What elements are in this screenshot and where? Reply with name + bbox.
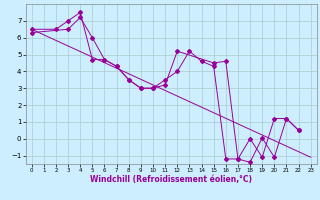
X-axis label: Windchill (Refroidissement éolien,°C): Windchill (Refroidissement éolien,°C) [90,175,252,184]
